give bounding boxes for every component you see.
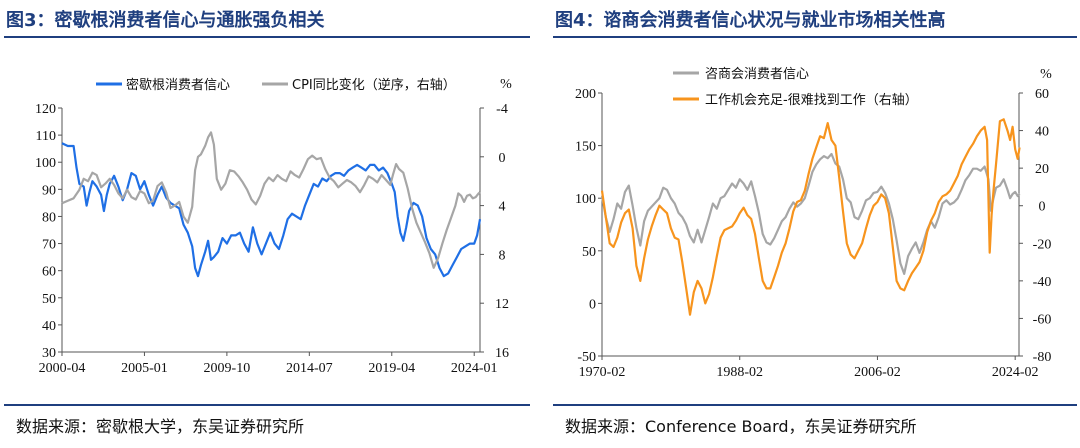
right-chart: 200150100500-506040200-20-40-60-80%1970-…: [575, 67, 1052, 380]
right-source: 数据来源：Conference Board，东吴证券研究所: [565, 417, 917, 436]
right-title-rule: [553, 36, 1077, 38]
left-y-tick-label-left: 30: [42, 346, 56, 361]
right-x-tick-label: 2024-02: [992, 365, 1039, 380]
left-y-tick-label-left: 50: [42, 292, 56, 307]
right-source-rule: [553, 404, 1077, 406]
right-y-tick-label-left: -50: [577, 350, 596, 365]
left-y-tick-label-left: 60: [42, 265, 56, 280]
left-source-rule: [4, 404, 530, 406]
right-y-tick-label-right: -40: [1033, 275, 1052, 290]
right-y-tick-label-right: -20: [1033, 237, 1052, 252]
left-x-tick-label: 2014-07: [286, 361, 333, 376]
right-x-tick-label: 2006-02: [854, 365, 901, 380]
left-x-tick-label: 2024-01: [451, 361, 498, 376]
left-x-tick-label: 2019-04: [368, 361, 415, 376]
left-y-tick-label-left: 70: [42, 238, 56, 253]
left-y-tick-label-left: 120: [35, 102, 56, 117]
left-y-tick-label-left: 80: [42, 210, 56, 225]
left-chart-title: 图3：密歇根消费者信心与通胀强负相关: [6, 10, 325, 31]
right-chart-title: 图4：谘商会消费者信心状况与就业市场相关性高: [555, 10, 946, 31]
left-legend-label-2: CPI同比变化（逆序，右轴）: [292, 77, 456, 93]
left-chart: 120 110 100 90 80 70 60 50 40 30 -4 0 4 8 12 16% 2000-04…: [35, 77, 512, 376]
left-legend-label-1: 密歇根消费者信心: [126, 77, 230, 93]
left-x-tick-label: 2005-01: [121, 361, 168, 376]
left-y-tick-label-right: 16: [495, 346, 509, 361]
left-y-tick-label-left: 40: [42, 319, 56, 334]
right-legend-label-2: 工作机会充足-很难找到工作（右轴）: [705, 92, 918, 108]
right-y-tick-label-left: 0: [589, 297, 596, 312]
right-y-tick-label-right: 60: [1035, 87, 1049, 102]
left-series-line-1: [61, 142, 482, 278]
left-y-tick-label-right: 0: [499, 151, 506, 166]
left-x-tick-label: 2000-04: [39, 361, 86, 376]
right-y-tick-label-right: -80: [1033, 350, 1052, 365]
left-x-tick-label: 2009-10: [204, 361, 251, 376]
left-y-tick-label-left: 90: [42, 183, 56, 198]
left-series-line-2: [61, 131, 481, 269]
left-title-rule: [4, 36, 530, 38]
left-y-tick-label-left: 110: [36, 129, 56, 144]
left-chart-panel: 图3：密歇根消费者信心与通胀强负相关 120 110 100 90 80 70 60 50 40…: [0, 0, 532, 448]
right-x-tick-label: 1988-02: [716, 365, 763, 380]
left-y-tick-label-right: -4: [496, 102, 508, 117]
right-series-line-1: [600, 152, 1021, 275]
right-series-line-2: [600, 118, 1021, 316]
right-y-tick-label-left: 100: [575, 192, 596, 207]
right-y-tick-label-left: 150: [575, 140, 596, 155]
right-x-tick-label: 1970-02: [579, 365, 626, 380]
left-y-tick-label-right: 4: [499, 200, 506, 215]
left-y-tick-label-right: 8: [499, 248, 506, 263]
right-y-tick-label-right: -60: [1033, 312, 1052, 327]
right-legend-label-1: 咨商会消费者信心: [705, 67, 809, 82]
right-right-unit: %: [1040, 67, 1052, 82]
right-y-tick-label-right: 20: [1035, 162, 1049, 177]
left-y-tick-label-right: 12: [495, 297, 509, 312]
right-chart-panel: 图4：谘商会消费者信心状况与就业市场相关性高 200 150 100 50 0 -50 60…: [549, 0, 1080, 448]
left-source: 数据来源：密歇根大学，东吴证券研究所: [16, 417, 305, 436]
right-y-tick-label-right: 0: [1039, 200, 1046, 215]
left-right-unit: %: [500, 77, 512, 92]
right-y-tick-label-left: 200: [575, 87, 596, 102]
left-y-tick-label-left: 100: [35, 156, 56, 171]
right-y-tick-label-right: 40: [1035, 125, 1049, 140]
right-y-tick-label-left: 50: [582, 245, 596, 260]
